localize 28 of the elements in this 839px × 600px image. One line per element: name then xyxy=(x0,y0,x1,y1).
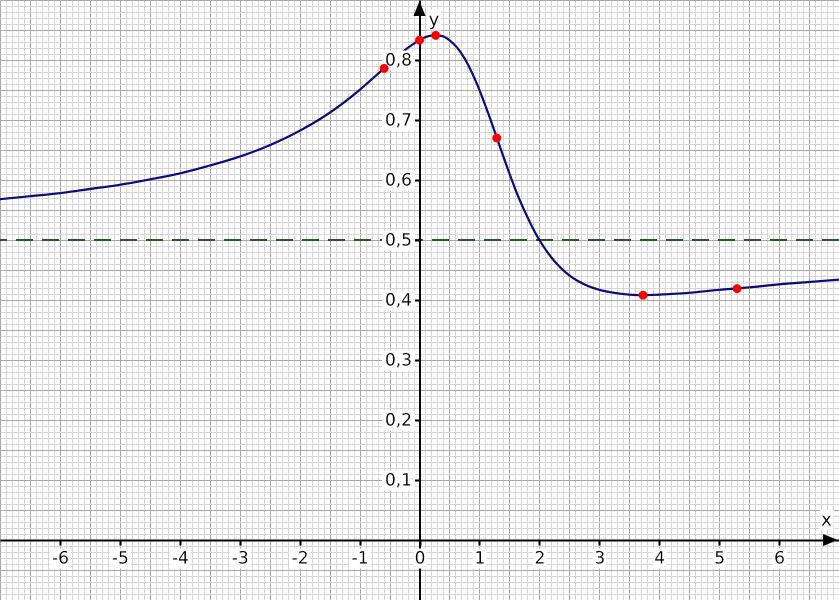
x-tick-label: -4 xyxy=(172,548,189,568)
x-tick-label: 1 xyxy=(474,548,486,568)
point xyxy=(431,30,440,40)
y-tick-label: 0,4 xyxy=(384,290,412,310)
y-tick-label: 0,5 xyxy=(384,230,412,250)
x-tick-label: -5 xyxy=(112,548,129,568)
y-tick-label: 0,8 xyxy=(384,50,412,70)
y-tick-label: 0,1 xyxy=(384,470,412,490)
x-tick-label: 2 xyxy=(534,548,546,568)
x-tick-label: 0 xyxy=(414,548,426,568)
x-tick-label: 5 xyxy=(714,548,726,568)
x-tick-label: 3 xyxy=(594,548,606,568)
y-tick-label: 0,6 xyxy=(384,170,412,190)
point xyxy=(732,284,742,294)
x-axis-title: x xyxy=(821,510,832,530)
y-axis-title: y xyxy=(428,10,440,30)
x-tick-label: 6 xyxy=(774,548,785,568)
point xyxy=(492,134,502,142)
x-tick-label: -1 xyxy=(352,548,369,568)
point xyxy=(415,36,424,45)
x-tick-label: -6 xyxy=(52,548,69,568)
y-tick-label: 0,2 xyxy=(384,410,412,430)
x-tick-label: -2 xyxy=(292,548,309,568)
y-tick-label: 0,7 xyxy=(384,110,412,130)
point xyxy=(638,290,648,300)
x-tick-label: -3 xyxy=(232,548,249,568)
x-tick-label: 4 xyxy=(654,548,666,568)
y-tick-label: 0,3 xyxy=(384,350,412,370)
